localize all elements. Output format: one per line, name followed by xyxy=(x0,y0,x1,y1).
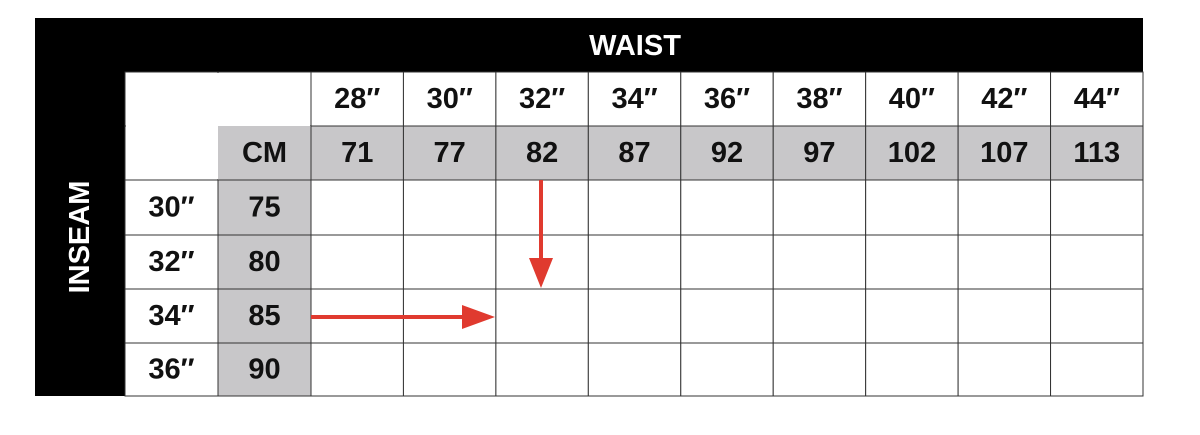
waist-cm: 113 xyxy=(1073,137,1120,169)
cell xyxy=(217,179,312,236)
waist-inches: 36″ xyxy=(704,83,750,115)
waist-cm: 87 xyxy=(618,137,650,169)
waist-cm: 71 xyxy=(341,137,373,169)
cell xyxy=(1050,342,1144,397)
inseam-inches: 34″ xyxy=(148,300,194,332)
cell xyxy=(587,234,682,290)
cell xyxy=(865,234,959,290)
cell xyxy=(865,125,959,181)
cell xyxy=(680,179,774,236)
cell xyxy=(957,342,1052,397)
cell xyxy=(124,234,219,290)
cell xyxy=(865,288,959,344)
waist-cm: 102 xyxy=(888,137,936,169)
cell xyxy=(772,288,867,344)
cell xyxy=(310,342,404,397)
cell xyxy=(772,125,867,181)
cell xyxy=(310,234,404,290)
cell xyxy=(865,179,959,236)
cell xyxy=(680,342,774,397)
cell xyxy=(402,71,497,127)
waist-title: WAIST xyxy=(589,30,681,62)
waist-inches: 28″ xyxy=(334,83,380,115)
arrow-right xyxy=(311,305,495,329)
cell xyxy=(957,179,1052,236)
cell xyxy=(680,288,774,344)
inseam-banner xyxy=(35,18,125,396)
waist-inches: 38″ xyxy=(796,83,842,115)
cell xyxy=(587,288,682,344)
cell xyxy=(217,288,312,344)
cell xyxy=(495,288,589,344)
cm-header-bg xyxy=(218,126,311,180)
waist-cm: 92 xyxy=(711,137,743,169)
cell xyxy=(772,234,867,290)
cell xyxy=(402,342,497,397)
waist-banner xyxy=(35,18,1143,72)
waist-cm: 77 xyxy=(434,137,466,169)
inseam-inches: 30″ xyxy=(148,192,194,224)
inseam-inches: 36″ xyxy=(148,354,194,386)
cell xyxy=(310,179,404,236)
cell xyxy=(495,342,589,397)
waist-inches: 40″ xyxy=(889,83,935,115)
waist-cm: 107 xyxy=(980,137,1028,169)
cell xyxy=(772,342,867,397)
cell xyxy=(1050,234,1144,290)
inseam-cm: 80 xyxy=(248,246,280,278)
waist-inches: 30″ xyxy=(427,83,473,115)
waist-inches: 44″ xyxy=(1074,83,1120,115)
cell xyxy=(124,288,219,344)
inseam-cm: 85 xyxy=(248,300,280,332)
cell xyxy=(124,342,219,397)
cell xyxy=(587,179,682,236)
cell xyxy=(587,125,682,181)
cell xyxy=(402,179,497,236)
cell xyxy=(957,125,1052,181)
inseam-inches: 32″ xyxy=(148,246,194,278)
cell xyxy=(957,234,1052,290)
waist-inches: 34″ xyxy=(611,83,657,115)
cell xyxy=(865,71,959,127)
cell xyxy=(1050,125,1144,181)
waist-inches: 32″ xyxy=(519,83,565,115)
cell xyxy=(587,342,682,397)
inseam-cm: 75 xyxy=(248,192,280,224)
cell xyxy=(865,342,959,397)
inseam-title: INSEAM xyxy=(64,181,96,294)
cell xyxy=(587,71,682,127)
cell xyxy=(1050,288,1144,344)
cm-label: CM xyxy=(242,137,287,169)
cell xyxy=(402,234,497,290)
inseam-cm: 90 xyxy=(248,354,280,386)
cell xyxy=(495,71,589,127)
cell xyxy=(1050,179,1144,236)
cell xyxy=(772,179,867,236)
cell xyxy=(217,234,312,290)
waist-inches: 42″ xyxy=(981,83,1027,115)
cell xyxy=(957,288,1052,344)
cell xyxy=(680,234,774,290)
grid: CM 28″ 71 30″ 77 32″ 82 34″ 87 36″ 92 38″ 97 40″ 102 42… xyxy=(124,71,1144,397)
cell xyxy=(495,125,589,181)
waist-cm: 97 xyxy=(803,137,835,169)
arrow-down xyxy=(529,180,553,288)
waist-cm: 82 xyxy=(526,137,558,169)
